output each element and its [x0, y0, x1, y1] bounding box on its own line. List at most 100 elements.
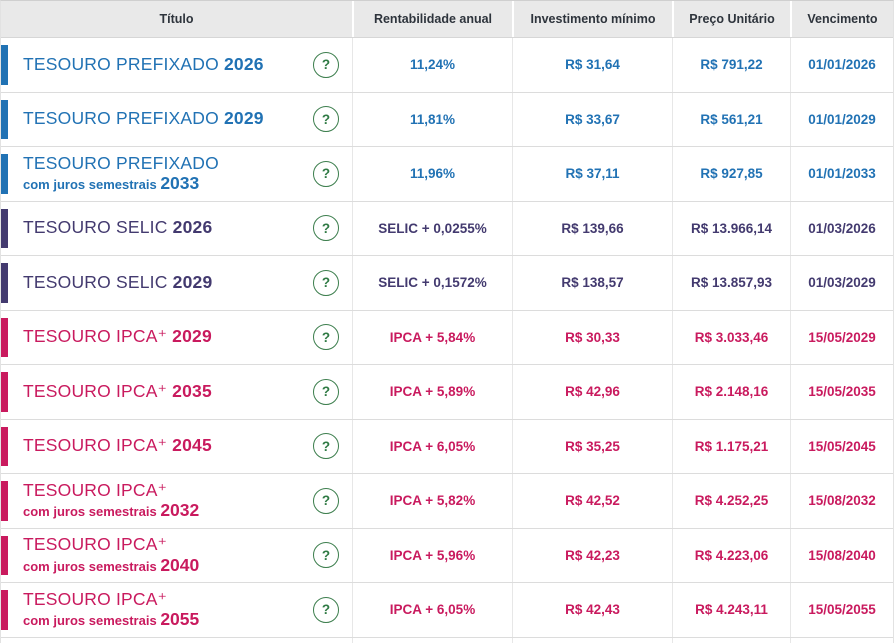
bond-accent-bar — [1, 535, 8, 575]
bond-subtitle: com juros semestrais — [23, 177, 157, 193]
minimum-investment: R$ 139,66 — [512, 201, 672, 255]
table-row[interactable]: TESOURO IPCA⁺ 2055 com juros semestrais … — [1, 582, 893, 637]
table-row[interactable]: TESOURO IPCA⁺ 2029 2029 ? IPCA + 5,84% R… — [1, 309, 893, 364]
help-icon[interactable]: ? — [313, 215, 339, 242]
bond-name: TESOURO IPCA⁺ — [23, 380, 168, 401]
table-row[interactable]: TESOURO IPCA⁺ 2035 2035 ? IPCA + 5,89% R… — [1, 364, 893, 419]
table-row[interactable]: TESOURO PREFIXADO 2026 2026 ? 11,24% R$ … — [1, 37, 893, 92]
bond-subtitle: com juros semestrais — [23, 558, 157, 574]
minimum-investment: R$ 42,96 — [512, 365, 672, 419]
help-icon[interactable]: ? — [313, 542, 339, 569]
unit-price: R$ 561,21 — [672, 92, 790, 146]
help-icon[interactable]: ? — [313, 433, 339, 460]
annual-rate: IPCA + 6,05% — [352, 583, 512, 637]
bond-accent-bar — [1, 99, 8, 139]
unit-price: R$ 791,22 — [672, 38, 790, 92]
bond-title: TESOURO SELIC 2026 2026 — [23, 218, 212, 238]
help-icon[interactable]: ? — [313, 324, 339, 351]
maturity-date: 01/03/2029 — [790, 256, 893, 310]
bond-title: TESOURO PREFIXADO 2029 2029 — [23, 109, 264, 129]
bond-name: TESOURO PREFIXADO — [23, 108, 219, 129]
maturity-date: 01/01/2026 — [790, 38, 893, 92]
unit-price: R$ 2.148,16 — [672, 365, 790, 419]
partial-cell — [512, 637, 672, 643]
help-icon[interactable]: ? — [313, 51, 339, 78]
annual-rate: SELIC + 0,0255% — [352, 201, 512, 255]
help-icon[interactable]: ? — [313, 378, 339, 405]
table-row[interactable]: TESOURO PREFIXADO 2033 com juros semestr… — [1, 146, 893, 201]
unit-price: R$ 4.252,25 — [672, 474, 790, 528]
partial-cell — [790, 637, 893, 643]
help-icon[interactable]: ? — [313, 160, 339, 187]
unit-price: R$ 3.033,46 — [672, 310, 790, 364]
annual-rate: SELIC + 0,1572% — [352, 256, 512, 310]
maturity-date: 15/05/2035 — [790, 365, 893, 419]
bond-title: TESOURO IPCA⁺ 2035 2035 — [23, 380, 212, 402]
table-row[interactable]: TESOURO SELIC 2029 2029 ? SELIC + 0,1572… — [1, 255, 893, 310]
table-row[interactable]: TESOURO IPCA⁺ 2045 2045 ? IPCA + 6,05% R… — [1, 418, 893, 473]
column-header-titulo: Título — [1, 1, 352, 37]
minimum-investment: R$ 42,52 — [512, 474, 672, 528]
unit-price: R$ 13.966,14 — [672, 201, 790, 255]
bond-title: TESOURO SELIC 2029 2029 — [23, 271, 212, 293]
column-header-preco: Preço Unitário — [672, 1, 790, 37]
column-header-vencimento: Vencimento — [790, 1, 893, 37]
maturity-date: 15/08/2032 — [790, 474, 893, 528]
bond-name: TESOURO IPCA⁺ — [23, 326, 168, 347]
table-header: Título Rentabilidade anual Investimento … — [1, 1, 893, 37]
bond-year: 2033 — [160, 173, 200, 194]
help-icon[interactable]: ? — [313, 106, 339, 133]
help-icon[interactable]: ? — [313, 487, 339, 514]
bond-name: TESOURO SELIC — [23, 217, 168, 238]
minimum-investment: R$ 35,25 — [512, 419, 672, 473]
unit-price: R$ 13.857,93 — [672, 256, 790, 310]
annual-rate: 11,24% — [352, 38, 512, 92]
annual-rate: IPCA + 5,84% — [352, 310, 512, 364]
bond-accent-bar — [1, 263, 8, 303]
bond-title: TESOURO IPCA⁺ 2029 2029 — [23, 327, 212, 347]
bond-accent-bar — [1, 372, 8, 412]
bond-accent-bar — [1, 317, 8, 357]
bond-name: TESOURO IPCA⁺ — [23, 534, 168, 555]
column-header-investimento: Investimento mínimo — [512, 1, 672, 37]
bond-name: TESOURO SELIC — [23, 271, 168, 292]
table-row-partial — [1, 636, 893, 643]
maturity-date: 15/08/2040 — [790, 528, 893, 582]
bond-accent-bar — [1, 481, 8, 521]
bond-title: TESOURO IPCA⁺ 2040 com juros semestrais … — [23, 534, 199, 575]
minimum-investment: R$ 37,11 — [512, 147, 672, 201]
bond-accent-bar — [1, 45, 8, 85]
annual-rate: 11,96% — [352, 147, 512, 201]
table-row[interactable]: TESOURO IPCA⁺ 2040 com juros semestrais … — [1, 527, 893, 582]
unit-price: R$ 4.223,06 — [672, 528, 790, 582]
maturity-date: 01/03/2026 — [790, 201, 893, 255]
annual-rate: IPCA + 6,05% — [352, 419, 512, 473]
minimum-investment: R$ 31,64 — [512, 38, 672, 92]
bond-title: TESOURO IPCA⁺ 2055 com juros semestrais … — [23, 588, 200, 630]
bond-name: TESOURO IPCA⁺ — [23, 479, 168, 500]
bond-year: 2032 — [160, 500, 200, 521]
maturity-date: 01/01/2029 — [790, 92, 893, 146]
unit-price: R$ 927,85 — [672, 147, 790, 201]
bond-title: TESOURO PREFIXADO 2033 com juros semestr… — [23, 153, 219, 194]
bond-name: TESOURO IPCA⁺ — [23, 588, 168, 609]
bond-year: 2026 — [172, 217, 213, 238]
table-row[interactable]: TESOURO IPCA⁺ 2032 com juros semestrais … — [1, 473, 893, 528]
maturity-date: 15/05/2055 — [790, 583, 893, 637]
partial-cell — [352, 637, 512, 643]
bond-year: 2029 — [172, 326, 212, 347]
bond-year: 2026 — [224, 53, 264, 74]
table-row[interactable]: TESOURO SELIC 2026 2026 ? SELIC + 0,0255… — [1, 200, 893, 255]
unit-price: R$ 1.175,21 — [672, 419, 790, 473]
bond-year: 2055 — [160, 609, 200, 630]
minimum-investment: R$ 138,57 — [512, 256, 672, 310]
table-row[interactable]: TESOURO PREFIXADO 2029 2029 ? 11,81% R$ … — [1, 91, 893, 146]
help-icon[interactable]: ? — [313, 596, 339, 623]
minimum-investment: R$ 42,43 — [512, 583, 672, 637]
help-icon[interactable]: ? — [313, 269, 339, 296]
minimum-investment: R$ 30,33 — [512, 310, 672, 364]
bond-year: 2029 — [224, 108, 264, 129]
maturity-date: 15/05/2045 — [790, 419, 893, 473]
bond-year: 2045 — [172, 435, 212, 456]
